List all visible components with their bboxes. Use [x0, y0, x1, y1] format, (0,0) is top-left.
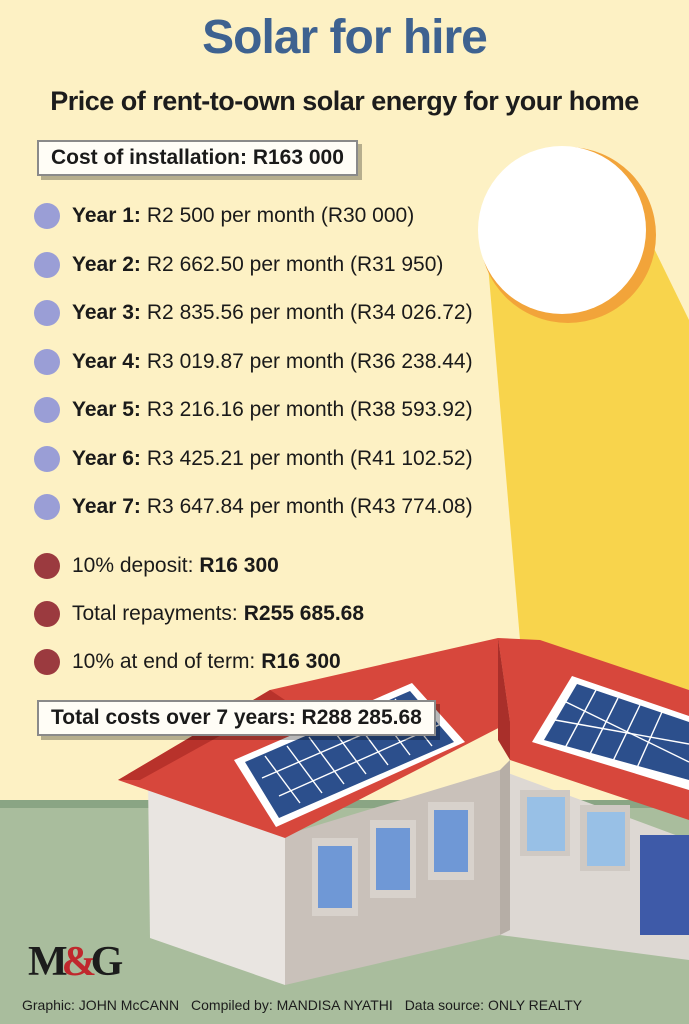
summary-label: Total repayments:: [72, 602, 238, 625]
year-label: Year 7:: [72, 495, 141, 518]
list-item-year-2: Year 2: R2 662.50 per month (R31 950): [34, 249, 443, 281]
window: [520, 790, 570, 856]
year-value: R2 835.56 per month (R34 026.72): [146, 301, 473, 324]
bullet-icon: [34, 203, 60, 229]
mg-logo: M&G: [28, 938, 124, 986]
window: [428, 802, 474, 880]
year-label: Year 4:: [72, 350, 141, 373]
logo-letter-g: G: [90, 939, 124, 985]
window: [580, 805, 630, 871]
bullet-icon: [34, 349, 60, 375]
year-label: Year 5:: [72, 398, 141, 421]
year-label: Year 2:: [72, 253, 141, 276]
bullet-icon: [34, 397, 60, 423]
bullet-icon: [34, 446, 60, 472]
list-item-year-1: Year 1: R2 500 per month (R30 000): [34, 200, 414, 232]
bullet-icon: [34, 601, 60, 627]
summary-value: R255 685.68: [243, 602, 365, 625]
summary-value: R16 300: [261, 650, 341, 673]
page-subtitle: Price of rent-to-own solar energy for yo…: [50, 86, 639, 116]
installation-cost-box: Cost of installation: R163 000: [37, 140, 358, 176]
credit-graphic: Graphic: JOHN McCANN: [22, 997, 180, 1013]
sun-icon: [478, 146, 656, 323]
year-value: R3 425.21 per month (R41 102.52): [146, 447, 473, 470]
bullet-icon: [34, 553, 60, 579]
bullet-icon: [34, 649, 60, 675]
summary-label: 10% deposit:: [72, 554, 194, 577]
solar-panel-icon: [532, 676, 689, 790]
summary-item-repayments: Total repayments: R255 685.68: [34, 598, 364, 630]
logo-letter-m: M: [28, 939, 68, 985]
list-item-year-6: Year 6: R3 425.21 per month (R41 102.52): [34, 443, 473, 475]
year-value: R3 019.87 per month (R36 238.44): [146, 350, 473, 373]
summary-item-deposit: 10% deposit: R16 300: [34, 550, 279, 582]
summary-item-end-of-term: 10% at end of term: R16 300: [34, 646, 341, 678]
total-cost-box: Total costs over 7 years: R288 285.68: [37, 700, 436, 736]
year-label: Year 6:: [72, 447, 141, 470]
bullet-icon: [34, 252, 60, 278]
list-item-year-7: Year 7: R3 647.84 per month (R43 774.08): [34, 491, 473, 523]
page-title: Solar for hire: [202, 11, 488, 64]
year-value: R3 216.16 per month (R38 593.92): [146, 398, 473, 421]
summary-value: R16 300: [199, 554, 279, 577]
year-value: R2 500 per month (R30 000): [146, 204, 415, 227]
summary-label: 10% at end of term:: [72, 650, 256, 673]
year-value: R2 662.50 per month (R31 950): [146, 253, 444, 276]
list-item-year-5: Year 5: R3 216.16 per month (R38 593.92): [34, 394, 473, 426]
logo-ampersand: &: [61, 939, 97, 985]
credit-compiled: Compiled by: MANDISA NYATHI: [191, 997, 393, 1013]
sun-beam: [488, 230, 689, 690]
year-label: Year 3:: [72, 301, 141, 324]
bullet-icon: [34, 494, 60, 520]
window: [370, 820, 416, 898]
list-item-year-3: Year 3: R2 835.56 per month (R34 026.72): [34, 297, 473, 329]
bullet-icon: [34, 300, 60, 326]
year-label: Year 1:: [72, 204, 141, 227]
list-item-year-4: Year 4: R3 019.87 per month (R36 238.44): [34, 346, 473, 378]
year-value: R3 647.84 per month (R43 774.08): [146, 495, 473, 518]
window: [312, 838, 358, 916]
credits-line: Graphic: JOHN McCANN Compiled by: MANDIS…: [22, 997, 582, 1013]
credit-source: Data source: ONLY REALTY: [404, 997, 583, 1013]
